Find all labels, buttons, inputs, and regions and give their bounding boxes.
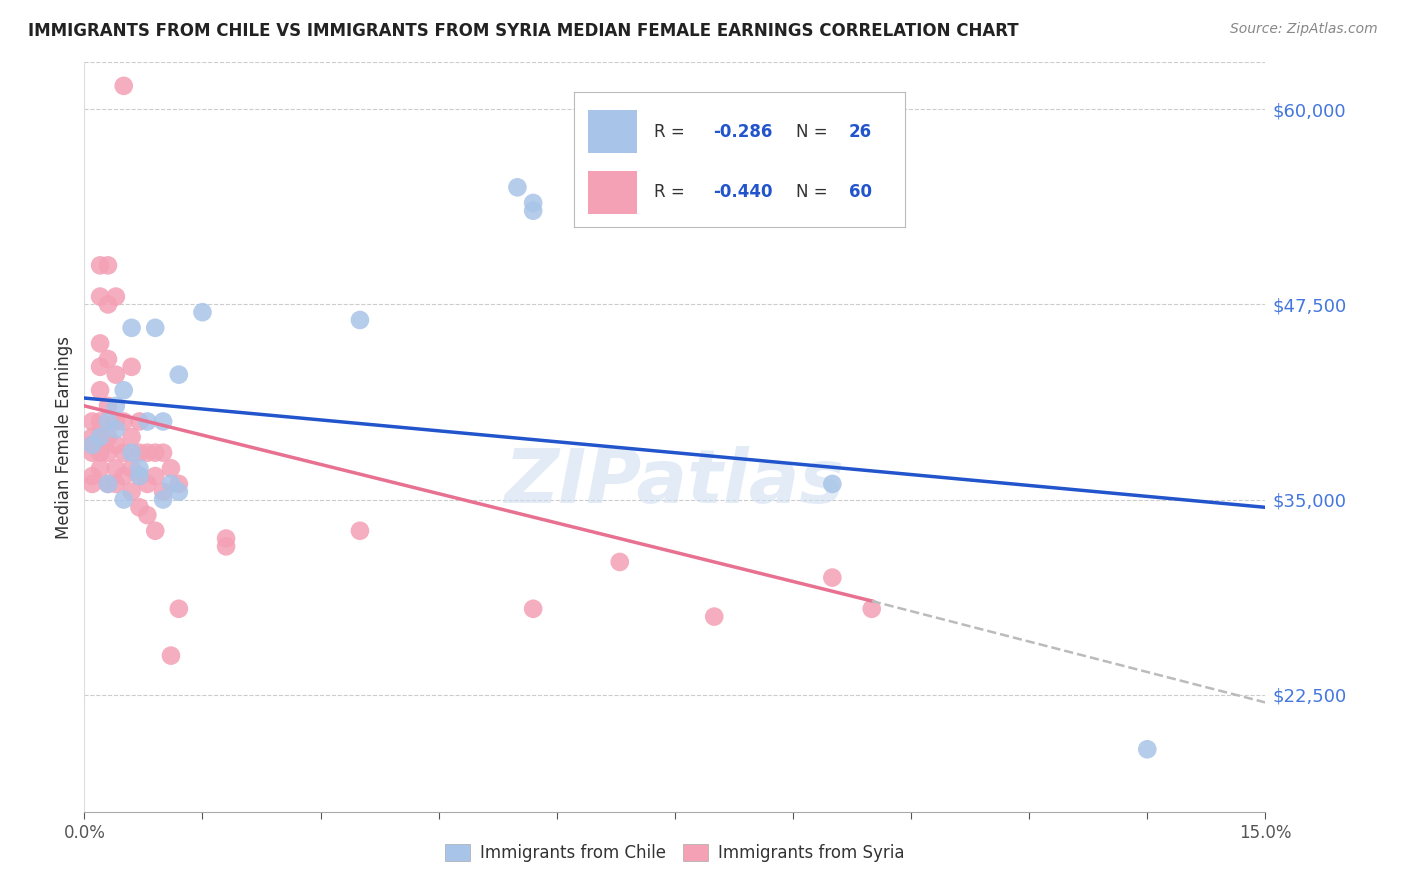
- Point: [82, 438, 104, 452]
- Point: [128, 469, 150, 483]
- Point: [89, 359, 111, 374]
- Point: [104, 399, 127, 413]
- Point: [82, 469, 104, 483]
- Point: [82, 476, 104, 491]
- Point: [97, 476, 120, 491]
- Point: [152, 484, 174, 499]
- Point: [82, 446, 104, 460]
- Point: [128, 500, 150, 515]
- Point: [215, 539, 238, 553]
- Point: [143, 469, 166, 483]
- Point: [112, 492, 135, 507]
- Point: [215, 532, 238, 546]
- Point: [143, 524, 166, 538]
- Point: [82, 430, 104, 444]
- Point: [89, 259, 111, 273]
- Point: [160, 476, 183, 491]
- Point: [136, 508, 159, 523]
- Point: [104, 368, 127, 382]
- Point: [97, 446, 120, 460]
- Point: [703, 609, 725, 624]
- Point: [89, 430, 111, 444]
- Point: [160, 648, 183, 663]
- Point: [860, 602, 883, 616]
- Point: [112, 78, 135, 93]
- Point: [89, 384, 111, 398]
- Point: [143, 446, 166, 460]
- Point: [97, 415, 120, 429]
- Point: [97, 351, 120, 366]
- Point: [191, 305, 214, 319]
- Point: [112, 415, 135, 429]
- Point: [121, 484, 143, 499]
- Y-axis label: Median Female Earnings: Median Female Earnings: [55, 335, 73, 539]
- Point: [121, 461, 143, 475]
- Text: Source: ZipAtlas.com: Source: ZipAtlas.com: [1230, 22, 1378, 37]
- Point: [167, 476, 190, 491]
- Point: [89, 336, 111, 351]
- Point: [104, 438, 127, 452]
- Point: [104, 422, 127, 436]
- Point: [128, 415, 150, 429]
- Point: [522, 196, 544, 211]
- Point: [97, 476, 120, 491]
- Point: [152, 415, 174, 429]
- Point: [609, 555, 631, 569]
- Point: [112, 446, 135, 460]
- Point: [82, 438, 104, 452]
- Point: [104, 290, 127, 304]
- Point: [112, 469, 135, 483]
- Point: [506, 180, 529, 194]
- Point: [97, 259, 120, 273]
- Point: [82, 415, 104, 429]
- Point: [821, 571, 844, 585]
- Point: [121, 320, 143, 334]
- Legend: Immigrants from Chile, Immigrants from Syria: Immigrants from Chile, Immigrants from S…: [437, 836, 912, 871]
- Point: [349, 313, 371, 327]
- Point: [522, 203, 544, 218]
- Point: [136, 476, 159, 491]
- Point: [97, 430, 120, 444]
- Point: [821, 476, 844, 491]
- Point: [167, 602, 190, 616]
- Point: [121, 430, 143, 444]
- Point: [121, 359, 143, 374]
- Point: [160, 461, 183, 475]
- Point: [128, 469, 150, 483]
- Point: [1136, 742, 1159, 756]
- Point: [143, 320, 166, 334]
- Point: [97, 297, 120, 311]
- Point: [128, 461, 150, 475]
- Point: [522, 602, 544, 616]
- Point: [136, 415, 159, 429]
- Point: [104, 415, 127, 429]
- Point: [97, 399, 120, 413]
- Point: [89, 430, 111, 444]
- Point: [89, 446, 111, 460]
- Point: [167, 484, 190, 499]
- Point: [89, 415, 111, 429]
- Point: [104, 461, 127, 475]
- Point: [128, 446, 150, 460]
- Point: [89, 290, 111, 304]
- Point: [136, 446, 159, 460]
- Point: [152, 492, 174, 507]
- Text: ZIPatlas: ZIPatlas: [505, 445, 845, 518]
- Point: [112, 384, 135, 398]
- Point: [121, 446, 143, 460]
- Point: [104, 476, 127, 491]
- Point: [167, 368, 190, 382]
- Point: [152, 446, 174, 460]
- Text: IMMIGRANTS FROM CHILE VS IMMIGRANTS FROM SYRIA MEDIAN FEMALE EARNINGS CORRELATIO: IMMIGRANTS FROM CHILE VS IMMIGRANTS FROM…: [28, 22, 1019, 40]
- Point: [89, 461, 111, 475]
- Point: [349, 524, 371, 538]
